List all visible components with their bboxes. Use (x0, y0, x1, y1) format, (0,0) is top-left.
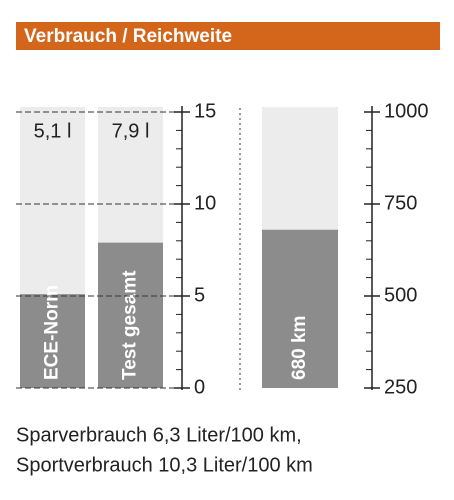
bar (98, 242, 163, 388)
y-tick-label: 0 (194, 376, 205, 398)
y-tick-label: 5 (194, 284, 205, 306)
bar (20, 294, 85, 388)
category-label: ECE-Norm (42, 285, 63, 380)
bar (262, 229, 338, 388)
footer-line: Sportverbrauch 10,3 Liter/100 km (16, 454, 313, 476)
y-tick-label: 10 (194, 192, 216, 214)
y-tick-label: 250 (384, 376, 417, 398)
value-label: 7,9 l (112, 120, 150, 142)
footer-line: Sparverbrauch 6,3 Liter/100 km, (16, 424, 302, 446)
y-tick-label: 1000 (384, 100, 429, 122)
value-label: 680 km (289, 316, 310, 380)
category-label: Test gesamt (120, 270, 141, 380)
title-bar (16, 22, 440, 50)
y-tick-label: 500 (384, 284, 417, 306)
value-label: 5,1 l (34, 120, 72, 142)
y-tick-label: 750 (384, 192, 417, 214)
chart-title: Verbrauch / Reichweite (24, 26, 232, 47)
y-tick-label: 15 (194, 100, 216, 122)
